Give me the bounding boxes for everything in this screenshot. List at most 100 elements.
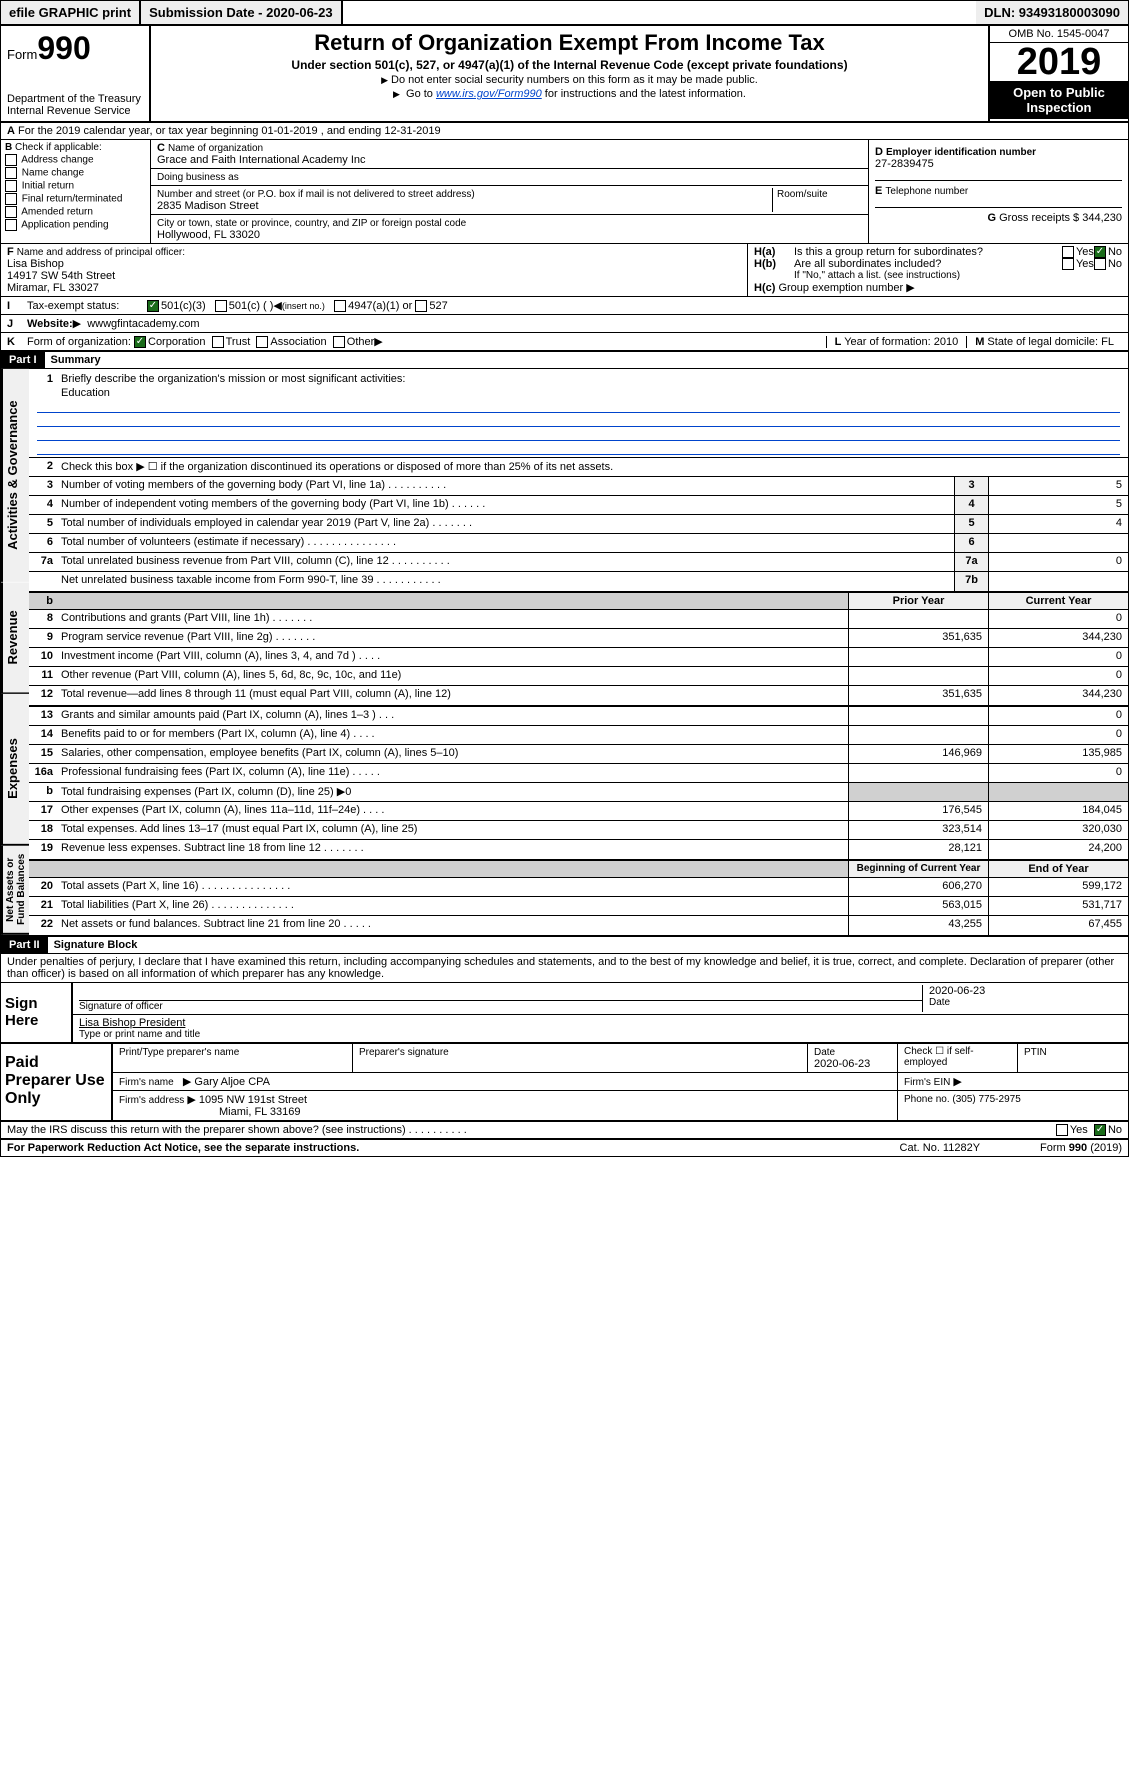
prior-value: 176,545 [848,802,988,820]
initial-return-checkbox[interactable] [5,180,17,192]
room-label: Room/suite [777,189,828,200]
prep-name-label: Print/Type preparer's name [119,1047,239,1058]
prior-value: 563,015 [848,897,988,915]
current-value: 0 [988,648,1128,666]
prior-value: 28,121 [848,840,988,859]
line-desc: Total unrelated business revenue from Pa… [57,553,954,571]
dln: DLN: 93493180003090 [976,1,1128,24]
goto-pre: Go to [406,88,436,100]
street-address: 2835 Madison Street [157,200,259,212]
final-return-checkbox[interactable] [5,193,17,205]
501c3-checkbox[interactable]: ✓ [147,300,159,312]
prior-value: 351,635 [848,629,988,647]
mission-line [37,441,1120,455]
ein-value: 27-2839475 [875,158,934,170]
address-change-checkbox[interactable] [5,154,17,166]
ha-no-checkbox[interactable]: ✓ [1094,246,1106,258]
opt-501c: 501(c) ( ) [229,300,274,312]
opt-final-return: Final return/terminated [22,194,123,205]
label-g: G [987,212,996,224]
letter-b-marker: b [29,593,57,609]
name-change-checkbox[interactable] [5,167,17,179]
prior-value: 351,635 [848,686,988,705]
opt-address-change: Address change [21,155,93,166]
firm-name-label: Firm's name [119,1077,174,1088]
part1-title: Summary [45,352,107,368]
footer: For Paperwork Reduction Act Notice, see … [1,1139,1128,1156]
current-value: 0 [988,707,1128,725]
line-box: 7b [954,572,988,591]
sign-here-section: Sign Here Signature of officer 2020-06-2… [1,983,1128,1044]
form-header: Form990 Department of the Treasury Inter… [1,26,1128,123]
vtab-net-assets: Net Assets or Fund Balances [1,846,29,935]
insert-no: (insert no.) [282,301,325,311]
part1-body: Activities & Governance Revenue Expenses… [1,369,1128,937]
discuss-no-checkbox[interactable]: ✓ [1094,1124,1106,1136]
line-desc: Total expenses. Add lines 13–17 (must eq… [57,821,848,839]
amended-return-checkbox[interactable] [5,206,17,218]
ha-yes-checkbox[interactable] [1062,246,1074,258]
line-desc: Grants and similar amounts paid (Part IX… [57,707,848,725]
501c-checkbox[interactable] [215,300,227,312]
year-formation: Year of formation: 2010 [844,336,958,348]
label-f: F [7,246,14,258]
line1-label: Briefly describe the organization's miss… [57,371,1128,387]
mission-line [37,413,1120,427]
discuss-no: No [1108,1124,1122,1136]
other-checkbox[interactable] [333,336,345,348]
line-desc: Total fundraising expenses (Part IX, col… [57,783,848,801]
line-desc: Program service revenue (Part VIII, line… [57,629,848,647]
firm-name: Gary Aljoe CPA [194,1076,270,1088]
application-pending-checkbox[interactable] [5,219,17,231]
discuss-yes-checkbox[interactable] [1056,1124,1068,1136]
part2-header: Part II [1,937,48,953]
opt-name-change: Name change [22,168,84,179]
527-checkbox[interactable] [415,300,427,312]
perjury-declaration: Under penalties of perjury, I declare th… [1,954,1128,983]
line-desc: Number of voting members of the governin… [57,477,954,495]
line-desc: Total revenue—add lines 8 through 11 (mu… [57,686,848,705]
line-value: 5 [988,477,1128,495]
ein-label: Employer identification number [886,147,1036,158]
corporation-checkbox[interactable]: ✓ [134,336,146,348]
label-b: B [5,142,12,153]
paperwork-notice: For Paperwork Reduction Act Notice, see … [7,1142,359,1154]
hb-note: If "No," attach a list. (see instruction… [754,270,1122,281]
hb-no-checkbox[interactable] [1094,258,1106,270]
ha-yes: Yes [1076,246,1094,258]
trust-checkbox[interactable] [212,336,224,348]
line-value [988,572,1128,591]
tax-exempt-label: Tax-exempt status: [27,300,147,312]
line-desc: Total liabilities (Part X, line 26) . . … [57,897,848,915]
form-title: Return of Organization Exempt From Incom… [155,30,984,56]
association-checkbox[interactable] [256,336,268,348]
row-i-tax-status: I Tax-exempt status: ✓ 501(c)(3) 501(c) … [1,297,1128,315]
label-i: I [7,300,27,312]
4947-checkbox[interactable] [334,300,346,312]
current-value: 135,985 [988,745,1128,763]
hb-yes-checkbox[interactable] [1062,258,1074,270]
line-desc: Contributions and grants (Part VIII, lin… [57,610,848,628]
line-value: 4 [988,515,1128,533]
current-value: 184,045 [988,802,1128,820]
line-desc: Number of independent voting members of … [57,496,954,514]
label-c: C [157,142,165,154]
vtab-revenue: Revenue [1,582,29,694]
mission-line [37,399,1120,413]
firm-phone: Phone no. (305) 775-2975 [904,1094,1021,1105]
form-footer: Form 990 (2019) [1040,1142,1122,1154]
line-desc: Other expenses (Part IX, column (A), lin… [57,802,848,820]
form-number: 990 [37,30,90,66]
line-desc: Salaries, other compensation, employee b… [57,745,848,763]
vtab-expenses: Expenses [1,694,29,846]
prior-value: 43,255 [848,916,988,935]
efile-print[interactable]: efile GRAPHIC print [1,1,141,24]
firm-addr-label: Firm's address [119,1095,184,1106]
instructions-link[interactable]: www.irs.gov/Form990 [436,88,542,100]
col-prior-year: Prior Year [848,593,988,609]
sign-date: 2020-06-23 [929,985,1122,997]
line-value [988,534,1128,552]
mission-text: Education [29,387,1128,399]
current-value: 0 [988,726,1128,744]
label-e: E [875,185,882,197]
